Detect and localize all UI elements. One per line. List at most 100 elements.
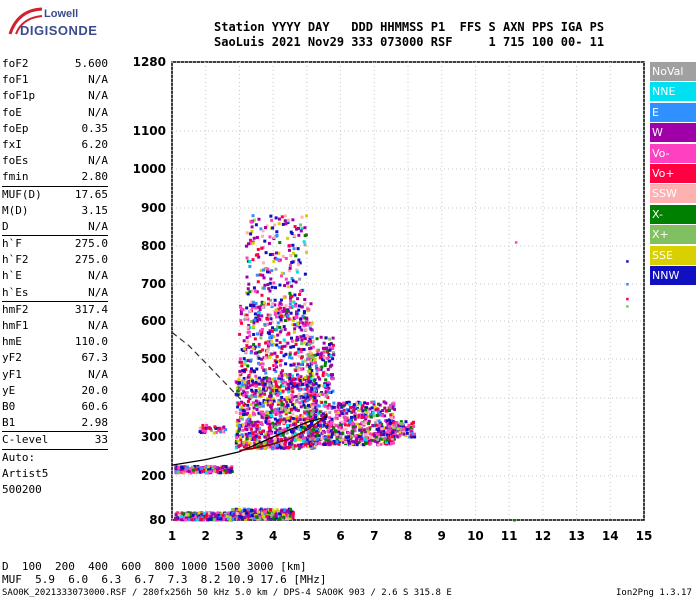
echo-point	[274, 513, 278, 517]
x-tick-label: 13	[568, 529, 585, 543]
echo-point	[306, 398, 310, 402]
param-value: 60.6	[81, 399, 109, 413]
echo-point	[186, 518, 190, 522]
echo-point	[250, 379, 254, 383]
echo-point	[205, 514, 209, 518]
echo-point	[299, 367, 303, 371]
echo-point	[387, 435, 391, 439]
echo-point	[268, 321, 272, 325]
echo-point	[223, 513, 227, 517]
echo-point	[288, 302, 292, 306]
echo-point	[291, 390, 295, 394]
echo-point	[324, 378, 328, 382]
echo-point	[249, 370, 253, 374]
echo-point	[338, 413, 342, 417]
echo-point	[262, 399, 266, 403]
echo-point	[303, 243, 307, 247]
echo-point	[294, 422, 298, 426]
echo-point	[288, 352, 292, 356]
echo-point	[281, 254, 285, 258]
param-row: 500200	[2, 482, 108, 498]
echo-point	[308, 336, 312, 340]
stray-echo-point	[626, 283, 629, 286]
echo-point	[316, 429, 320, 433]
echo-point	[309, 416, 313, 420]
echo-point	[274, 369, 278, 373]
echo-point	[287, 386, 291, 390]
echo-point	[188, 516, 192, 520]
echo-point	[257, 331, 261, 335]
echo-point	[274, 308, 278, 312]
echo-point	[246, 422, 250, 426]
echo-point	[308, 437, 312, 441]
echo-point	[296, 263, 300, 267]
echo-point	[312, 428, 316, 432]
echo-point	[284, 515, 288, 519]
echo-point	[371, 423, 375, 427]
echo-point	[200, 469, 204, 473]
echo-point	[306, 403, 310, 407]
echo-point	[247, 432, 251, 436]
echo-point	[252, 304, 256, 308]
echo-point	[252, 218, 256, 222]
echo-point	[269, 437, 273, 441]
echo-point	[331, 351, 335, 355]
echo-point	[275, 407, 279, 411]
echo-point	[300, 378, 304, 382]
echo-point	[309, 339, 313, 343]
echo-point	[342, 440, 346, 444]
echo-point	[295, 415, 299, 419]
echo-point	[375, 413, 379, 417]
echo-point	[351, 421, 355, 425]
echo-point	[254, 289, 258, 293]
echo-point	[347, 431, 351, 435]
echo-point	[344, 416, 348, 420]
echo-point	[227, 511, 231, 515]
echo-point	[224, 465, 228, 469]
echo-point	[340, 405, 344, 409]
echo-point	[373, 421, 377, 425]
echo-point	[314, 441, 318, 445]
echo-point	[268, 411, 272, 415]
echo-point	[287, 384, 291, 388]
echo-point	[253, 345, 257, 349]
echo-point	[300, 428, 304, 432]
echo-point	[296, 297, 300, 301]
echo-point	[355, 440, 359, 444]
param-value: 33	[94, 433, 108, 447]
echo-point	[340, 411, 344, 415]
echo-point	[304, 417, 308, 421]
echo-point	[399, 422, 403, 426]
echo-point	[283, 407, 287, 411]
echo-point	[264, 341, 268, 345]
echo-point	[255, 290, 259, 294]
echo-point	[326, 389, 330, 393]
echo-point	[252, 516, 256, 520]
echo-point	[198, 430, 202, 434]
echo-point	[235, 443, 239, 447]
echo-point	[283, 398, 287, 402]
echo-point	[249, 232, 253, 236]
echo-point	[390, 436, 394, 440]
echo-point	[277, 398, 281, 402]
echo-point	[257, 342, 261, 346]
echo-point	[303, 316, 307, 320]
y-tick-label: 700	[141, 277, 166, 291]
echo-point	[250, 422, 254, 426]
echo-point	[289, 441, 293, 445]
echo-point	[311, 395, 315, 399]
echo-point	[283, 327, 287, 331]
echo-point	[352, 403, 356, 407]
param-row: yF2 67.3	[2, 350, 108, 366]
echo-point	[216, 429, 220, 433]
echo-point	[365, 410, 369, 414]
echo-point	[213, 465, 217, 469]
profile-curve	[239, 413, 328, 452]
echo-point	[364, 441, 368, 445]
echo-point	[301, 321, 305, 325]
echo-point	[265, 443, 269, 447]
echo-point	[297, 233, 301, 237]
echo-point	[289, 423, 293, 427]
echo-point	[380, 425, 384, 429]
echo-point	[316, 404, 320, 408]
